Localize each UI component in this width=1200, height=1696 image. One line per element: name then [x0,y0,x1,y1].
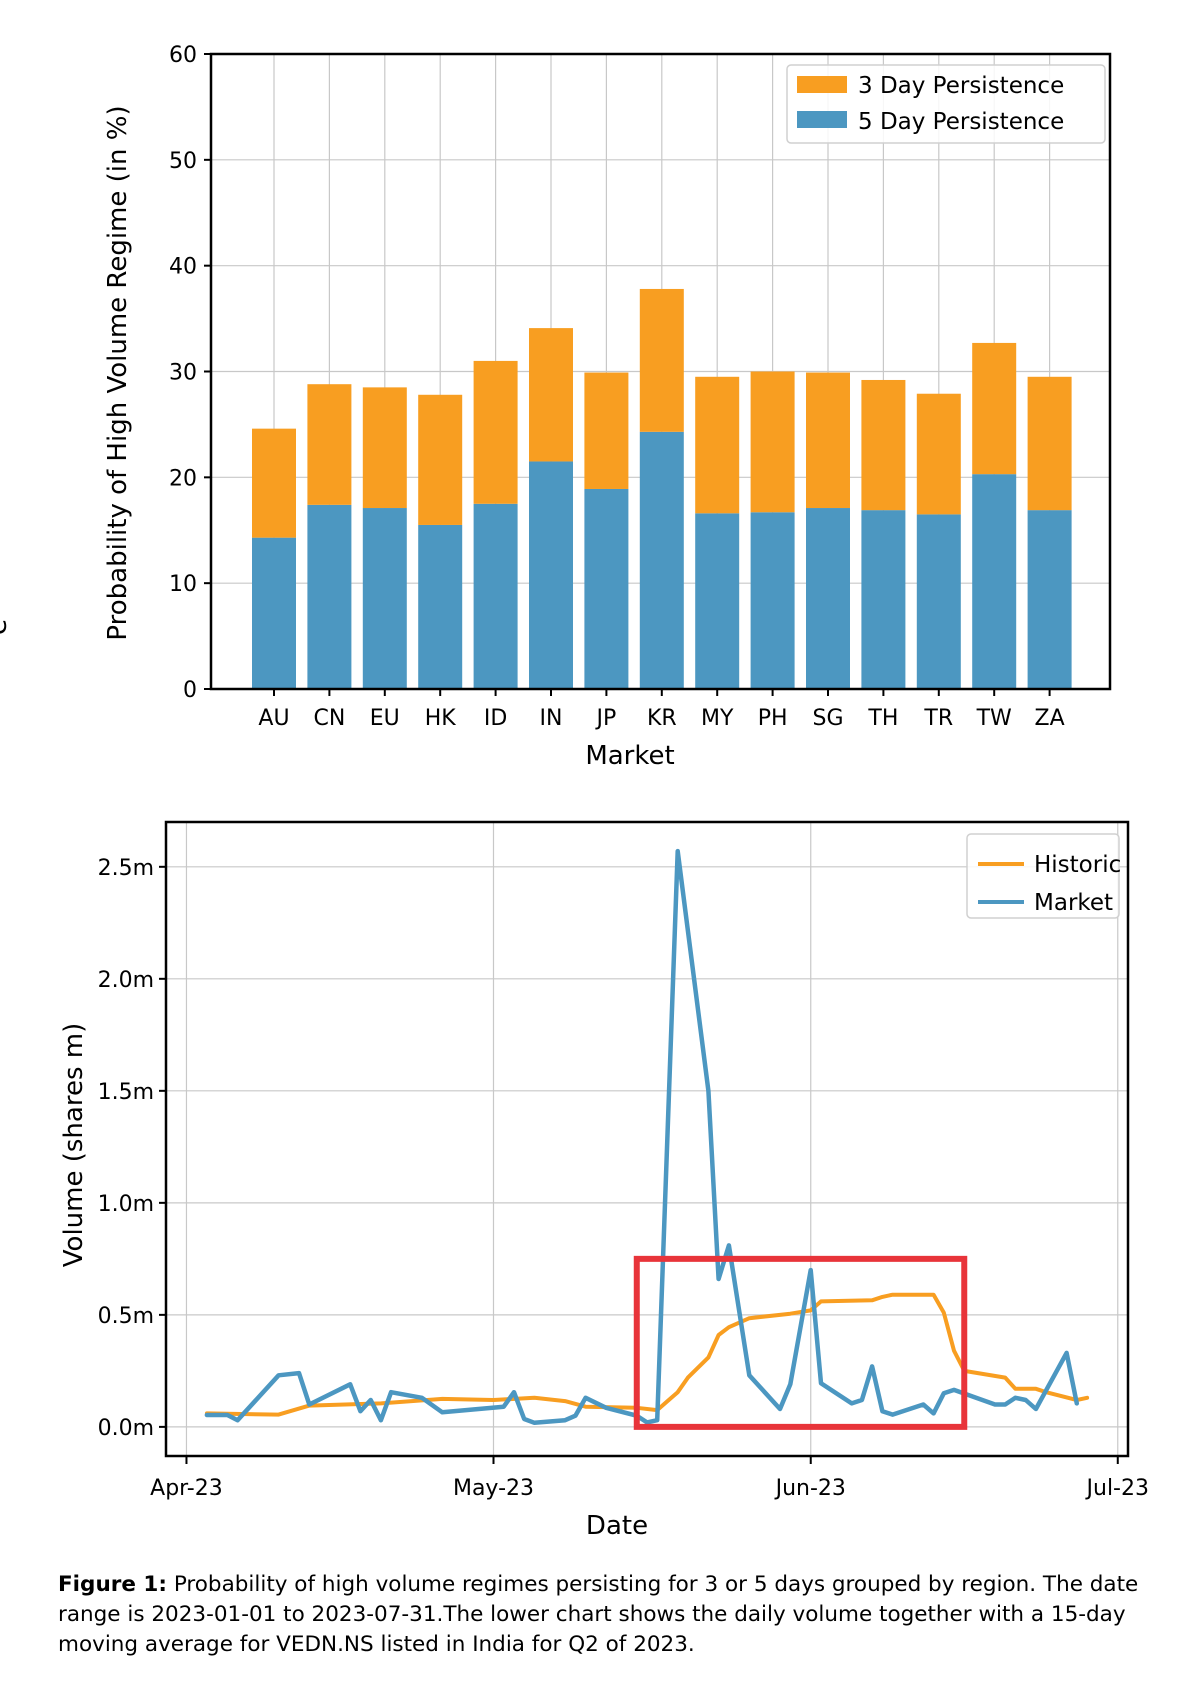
bar-chart: 0 10 20 30 40 50 60 AU CN EU HK ID IN JP KR MY PH SG TH TR… [103,43,1112,771]
bar-id-3-day [473,360,518,504]
bar-au-3-day [252,428,296,538]
bar-cn-3-day [307,384,352,505]
x-tick-label: SG [812,706,843,731]
y-tick-label: 30 [169,361,197,386]
x-tick-label: ID [484,706,507,731]
bar-za-5-day [1027,510,1072,689]
series-line-market [204,848,1080,1426]
x-tick-label: TR [923,706,953,731]
series-line-historic [204,1292,1090,1417]
line-chart-x-ticks: Apr-23 May-23 Jun-23 Jul-23 [150,1456,1149,1501]
bar-sg-3-day [806,372,850,509]
bar-eu-5-day [362,508,407,689]
y-tick-label: 60 [169,43,197,68]
bar-tr-3-day [916,393,961,515]
x-tick-label: HK [425,706,457,731]
y-tick-label: 0 [183,678,197,703]
bar-th-3-day [861,379,906,511]
bar-chart-x-ticks: AU CN EU HK ID IN JP KR MY PH SG TH TR TW ZA [258,689,1065,731]
legend-swatch-5-day [797,111,847,128]
caption-text: Probability of high volume regimes persi… [58,1572,1139,1657]
line-chart-series [204,848,1090,1426]
bar-chart-y-axis-label: Probability of High Volume Regime (in %) [103,105,133,640]
highlight-rectangle [633,1255,968,1430]
bar-tw-3-day [972,342,1017,475]
line-chart-y-ticks: 0.0m 0.5m 1.0m 1.5m 2.0m 2.5m [98,856,166,1441]
bar-chart-y-ticks: 0 10 20 30 40 50 60 [169,43,211,703]
line-chart-legend: Historic Market [966,833,1121,919]
legend-frame [786,64,1106,144]
x-tick-label: KR [647,706,677,731]
x-tick-label: IN [540,706,563,731]
bar-chart-bars [252,288,1072,689]
x-tick-label: Jul-23 [1085,1476,1149,1501]
legend-frame [966,833,1120,919]
bar-hk-5-day [418,524,463,689]
y-tick-label: 10 [169,572,197,597]
x-tick-label: TH [867,706,898,731]
bar-kr-3-day [639,288,684,432]
bar-tw-5-day [972,474,1017,689]
y-tick-label: 40 [169,255,197,280]
bar-chart-x-axis-label: Market [585,741,674,771]
bar-za-3-day [1027,376,1072,511]
legend-label-historic: Historic [1034,852,1121,878]
x-tick-label: Jun-23 [774,1476,846,1501]
bar-id-5-day [473,503,518,689]
y-tick-label: 50 [169,149,197,174]
x-tick-label: MY [701,706,734,731]
figure-caption: Figure 1: Probability of high volume reg… [58,1570,1188,1660]
bar-jp-3-day [584,372,629,489]
bar-au-5-day [252,537,296,689]
legend-label-5-day: 5 Day Persistence [858,109,1064,135]
y-tick-label: 20 [169,466,197,491]
x-tick-label: PH [758,706,788,731]
bar-kr-5-day [639,431,684,689]
x-tick-label: TW [976,706,1012,731]
legend-swatch-3-day [797,76,847,93]
x-tick-label: ZA [1035,706,1065,731]
x-tick-label: AU [258,706,289,731]
x-tick-label: May-23 [453,1476,534,1501]
bar-chart-legend: 3 Day Persistence 5 Day Persistence [786,64,1106,144]
line-chart-grid [166,822,1128,1456]
legend-label-3-day: 3 Day Persistence [858,73,1064,99]
line-chart-y-axis-label: Volume (shares m) [59,1023,89,1267]
y-tick-label: 0.5m [98,1304,154,1329]
x-tick-label: CN [313,706,345,731]
bar-in-5-day [529,461,573,689]
x-tick-label: EU [370,706,400,731]
bar-hk-3-day [418,394,463,525]
bar-th-5-day [861,510,906,689]
bar-in-3-day [529,328,573,462]
bar-eu-3-day [362,387,407,509]
bar-jp-5-day [584,488,629,689]
bar-cn-5-day [307,504,352,689]
bar-sg-5-day [806,508,850,689]
y-tick-label: 1.0m [98,1192,154,1217]
legend-label-market: Market [1034,890,1113,916]
y-tick-label: 2.5m [98,856,154,881]
x-tick-label: JP [595,706,617,731]
y-tick-label: 0.0m [98,1416,154,1441]
bar-ph-5-day [750,512,795,689]
caption-label: Figure 1: [58,1572,167,1597]
bar-my-5-day [695,513,740,689]
bar-my-3-day [695,376,740,514]
line-chart-x-axis-label: Date [586,1511,648,1541]
x-tick-label: Apr-23 [150,1476,223,1501]
bar-ph-3-day [750,371,795,513]
y-tick-label: 1.5m [98,1080,154,1105]
bar-tr-5-day [916,514,961,689]
y-tick-label: 2.0m [98,968,154,993]
line-chart-frame [164,820,1130,1458]
